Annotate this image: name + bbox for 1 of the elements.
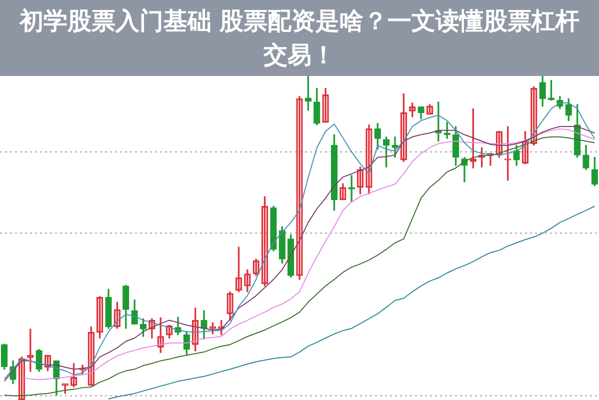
chart-title: 初学股票入门基础 股票配资是啥？一文读懂股票杠杆交易！ bbox=[18, 6, 581, 71]
